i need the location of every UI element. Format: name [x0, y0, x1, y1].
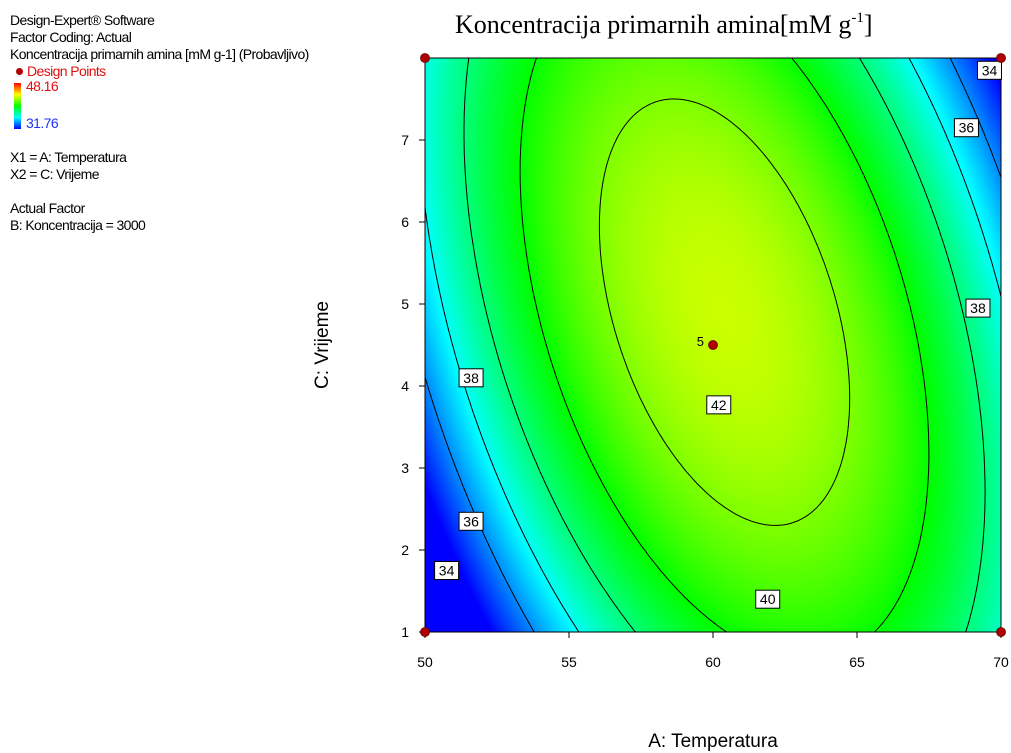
contour-line-40	[519, 58, 930, 632]
contour-line-38	[463, 58, 986, 632]
design-points-legend: Design Points	[10, 63, 309, 80]
x-axis-label: A: Temperatura	[648, 731, 778, 752]
actual-factor: B: Koncentracija = 3000	[10, 217, 146, 233]
contour-label-box	[458, 511, 484, 531]
contour-label: 34	[982, 62, 998, 78]
y-axis: 1 2 3 4 5 6 7	[401, 132, 425, 640]
contour-line-36	[425, 58, 1001, 632]
y-tick-label: 1	[401, 624, 409, 640]
contour-label-box	[953, 118, 979, 138]
y-tick-label: 6	[401, 214, 409, 230]
contour-label: 38	[463, 370, 479, 386]
actual-factor-header: Actual Factor	[10, 200, 85, 216]
contour-label-box	[755, 589, 781, 609]
design-point	[420, 627, 430, 637]
design-point	[420, 53, 430, 63]
range-high: 48.16	[26, 78, 59, 94]
contour-label-box	[434, 561, 460, 580]
design-point-icon	[16, 68, 23, 76]
contour-label: 40	[760, 591, 776, 607]
software-name: Design-Expert® Software	[10, 12, 155, 28]
y-tick-label: 3	[401, 460, 409, 476]
design-point	[708, 340, 718, 350]
contour-label: 38	[970, 300, 986, 316]
contour-label-box	[706, 395, 732, 415]
x1-factor: X1 = A: Temperatura	[10, 149, 127, 165]
contour-labels: 34 36 38 38 36 34 40 42	[434, 60, 1002, 609]
x-tick-label: 50	[417, 654, 433, 670]
range-low: 31.76	[26, 115, 59, 131]
design-point-count: 5	[697, 334, 704, 349]
contour-line-42	[598, 98, 851, 526]
chart-title-main: Koncentracija primarnih amina[mM g	[455, 10, 852, 39]
contour-label: 34	[439, 563, 455, 579]
design-point	[996, 627, 1006, 637]
x-tick-label: 65	[849, 654, 865, 670]
y-tick-label: 7	[401, 132, 409, 148]
chart-title-sup: -1	[851, 10, 864, 26]
x-tick-label: 60	[705, 654, 721, 670]
contour-label-box	[458, 368, 484, 388]
y-tick-label: 5	[401, 296, 409, 312]
x-tick-label: 55	[561, 654, 577, 670]
color-scale-legend: 48.16 31.76	[10, 78, 309, 132]
response-name: Koncentracija primarnih amina [mM g-1] (…	[10, 46, 309, 62]
x2-factor: X2 = C: Vrijeme	[10, 166, 100, 182]
info-panel: Design-Expert® Software Factor Coding: A…	[10, 12, 309, 234]
contour-label: 42	[711, 397, 727, 413]
factor-coding: Factor Coding: Actual	[10, 29, 132, 45]
y-axis-label: C: Vrijeme	[312, 301, 333, 389]
design-point	[996, 53, 1006, 63]
contour-label: 36	[463, 513, 479, 529]
x-tick-label: 70	[993, 654, 1009, 670]
y-tick-label: 2	[401, 542, 409, 558]
chart-title: Koncentracija primarnih amina[mM g-1]	[455, 10, 995, 40]
design-points: 5	[420, 53, 1006, 637]
contour-label: 36	[959, 120, 975, 136]
color-scale-bar	[14, 83, 21, 129]
contour-label-box	[965, 298, 991, 318]
x-axis: 50 55 60 65 70	[417, 632, 1009, 670]
y-tick-label: 4	[401, 378, 409, 394]
contour-label-box	[976, 60, 1002, 80]
chart-title-end: ]	[863, 10, 873, 39]
design-points-label: Design Points	[27, 63, 106, 79]
